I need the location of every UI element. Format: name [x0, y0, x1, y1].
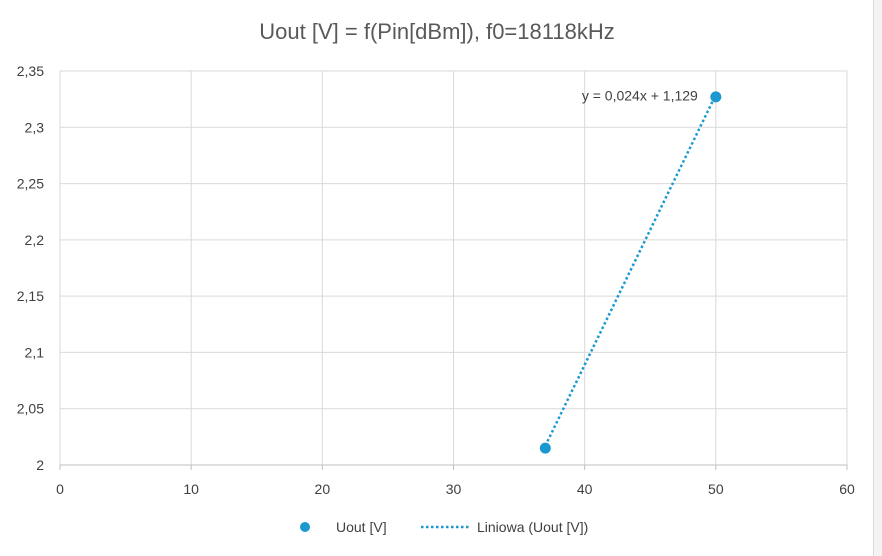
x-tick-label: 50	[708, 481, 724, 497]
y-tick-label: 2,15	[17, 288, 44, 304]
x-tick-label: 20	[315, 481, 331, 497]
x-tick-label: 40	[577, 481, 593, 497]
data-point	[710, 91, 722, 103]
y-tick-label: 2,35	[17, 63, 44, 79]
y-tick-label: 2,25	[17, 176, 44, 192]
legend: Uout [V] Liniowa (Uout [V])	[300, 519, 588, 535]
x-tick-label: 0	[56, 481, 64, 497]
y-tick-label: 2,05	[17, 401, 44, 417]
data-point	[539, 442, 551, 454]
y-tick-label: 2,2	[25, 232, 45, 248]
window-edge	[873, 0, 882, 556]
trendline-layer	[544, 94, 717, 447]
y-tick-label: 2	[36, 457, 44, 473]
legend-label-uout: Uout [V]	[336, 519, 387, 535]
trendline	[544, 94, 717, 447]
y-tick-label: 2,1	[25, 344, 45, 360]
legend-marker-uout	[300, 522, 310, 532]
grid	[59, 70, 848, 466]
trendline-equation: y = 0,024x + 1,129	[582, 88, 698, 104]
legend-label-trendline: Liniowa (Uout [V])	[477, 519, 588, 535]
axes: 0 10 20 30 40 50 60 2 2,05 2,1 2,15 2,2 2,25 2,3 2,35	[17, 63, 855, 497]
x-tick-label: 10	[183, 481, 199, 497]
chart-title: Uout [V] = f(Pin[dBm]), f0=18118kHz	[259, 19, 614, 44]
points-layer	[539, 91, 722, 454]
x-tick-label: 30	[446, 481, 462, 497]
x-tick-label: 60	[839, 481, 855, 497]
y-tick-label: 2,3	[25, 119, 45, 135]
